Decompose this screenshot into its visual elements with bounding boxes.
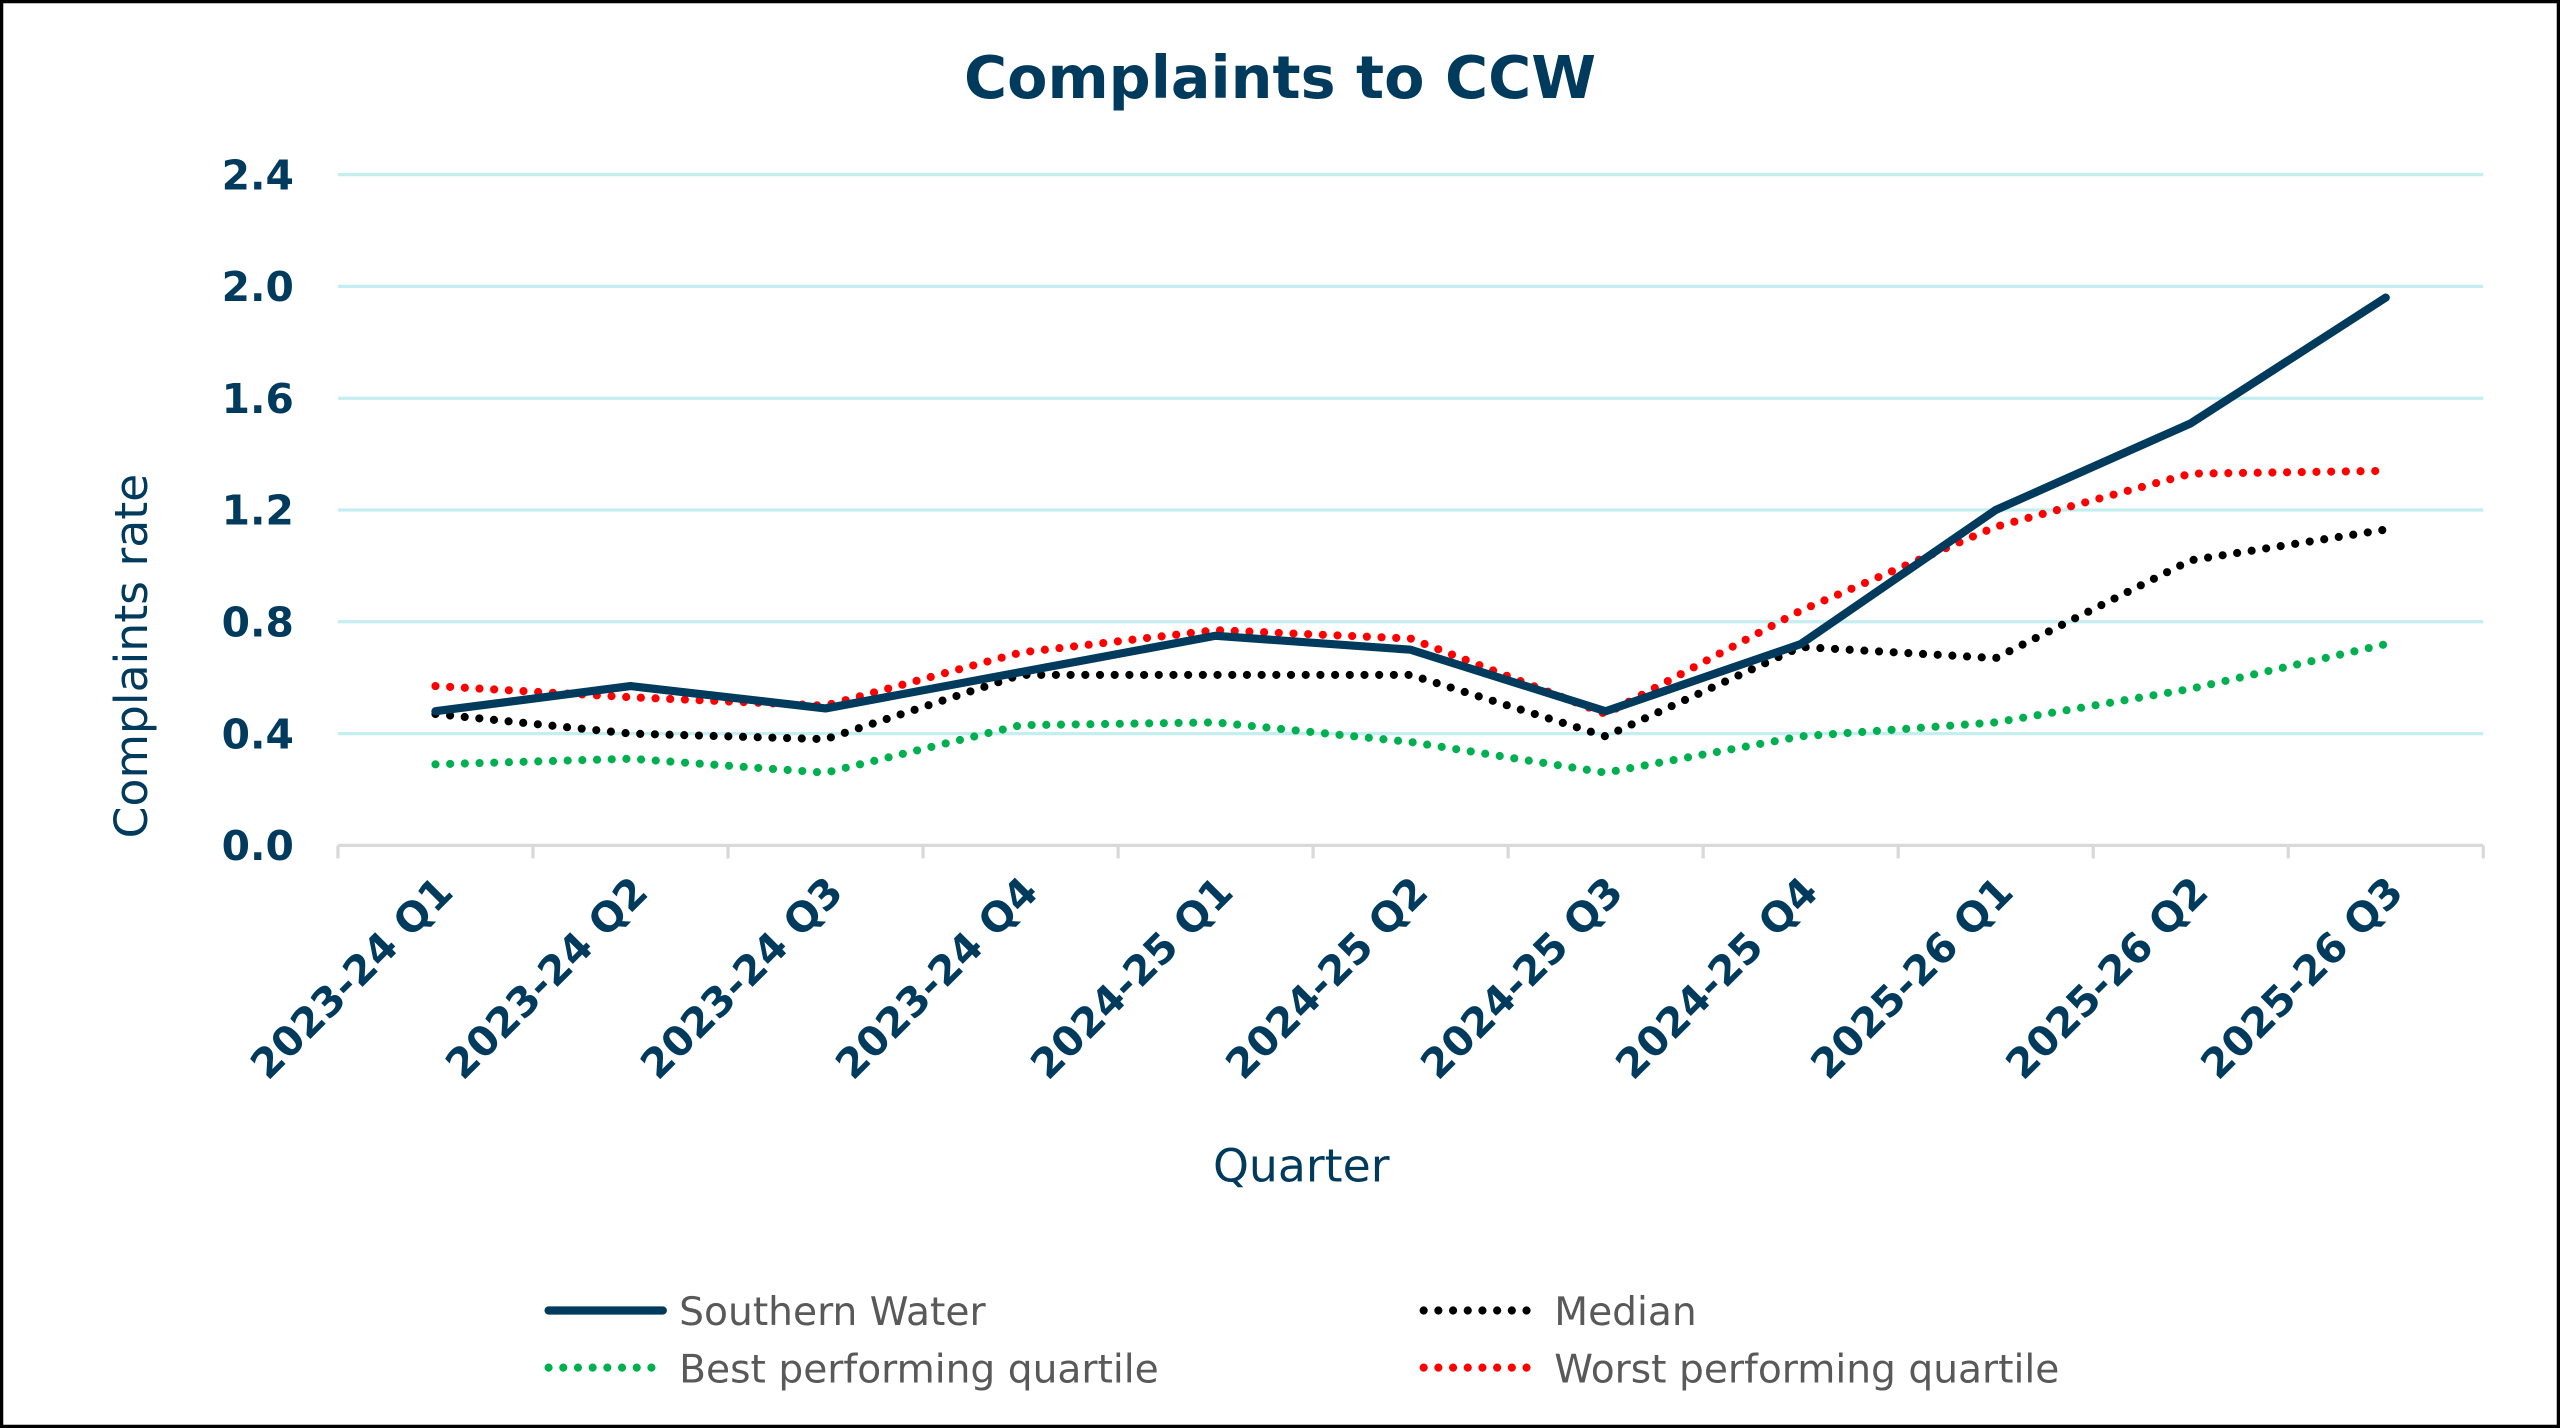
- chart-title: Complaints to CCW: [964, 43, 1596, 112]
- legend-item: Worst performing quartile: [1419, 1347, 2059, 1392]
- y-tick-label: 1.2: [222, 487, 294, 535]
- legend: Southern Water Median Best performing quar…: [544, 1290, 2059, 1392]
- y-axis-label: Complaints rate: [105, 474, 158, 839]
- legend-label: Best performing quartile: [679, 1347, 1159, 1392]
- legend-item: Best performing quartile: [544, 1347, 1159, 1392]
- series-lines: [431, 293, 2390, 777]
- legend-label: Worst performing quartile: [1554, 1347, 2059, 1392]
- y-tick-label: 2.0: [222, 263, 294, 311]
- gridlines: [337, 172, 2484, 736]
- y-tick-label: 0.4: [222, 710, 294, 758]
- legend-item: Median: [1419, 1290, 1697, 1335]
- legend-label: Median: [1554, 1290, 1696, 1335]
- y-tick-label: 0.8: [222, 598, 294, 646]
- y-tick-label: 2.4: [222, 151, 294, 199]
- legend-item: Southern Water: [544, 1290, 986, 1335]
- legend-label: Southern Water: [679, 1290, 986, 1335]
- y-tick-label: 0.0: [222, 822, 294, 870]
- y-axis-ticks: 0.0 0.4 0.8 1.2 1.6 2.0 2.4: [222, 151, 294, 870]
- y-tick-label: 1.6: [222, 375, 294, 423]
- x-axis-label: Quarter: [1213, 1140, 1390, 1193]
